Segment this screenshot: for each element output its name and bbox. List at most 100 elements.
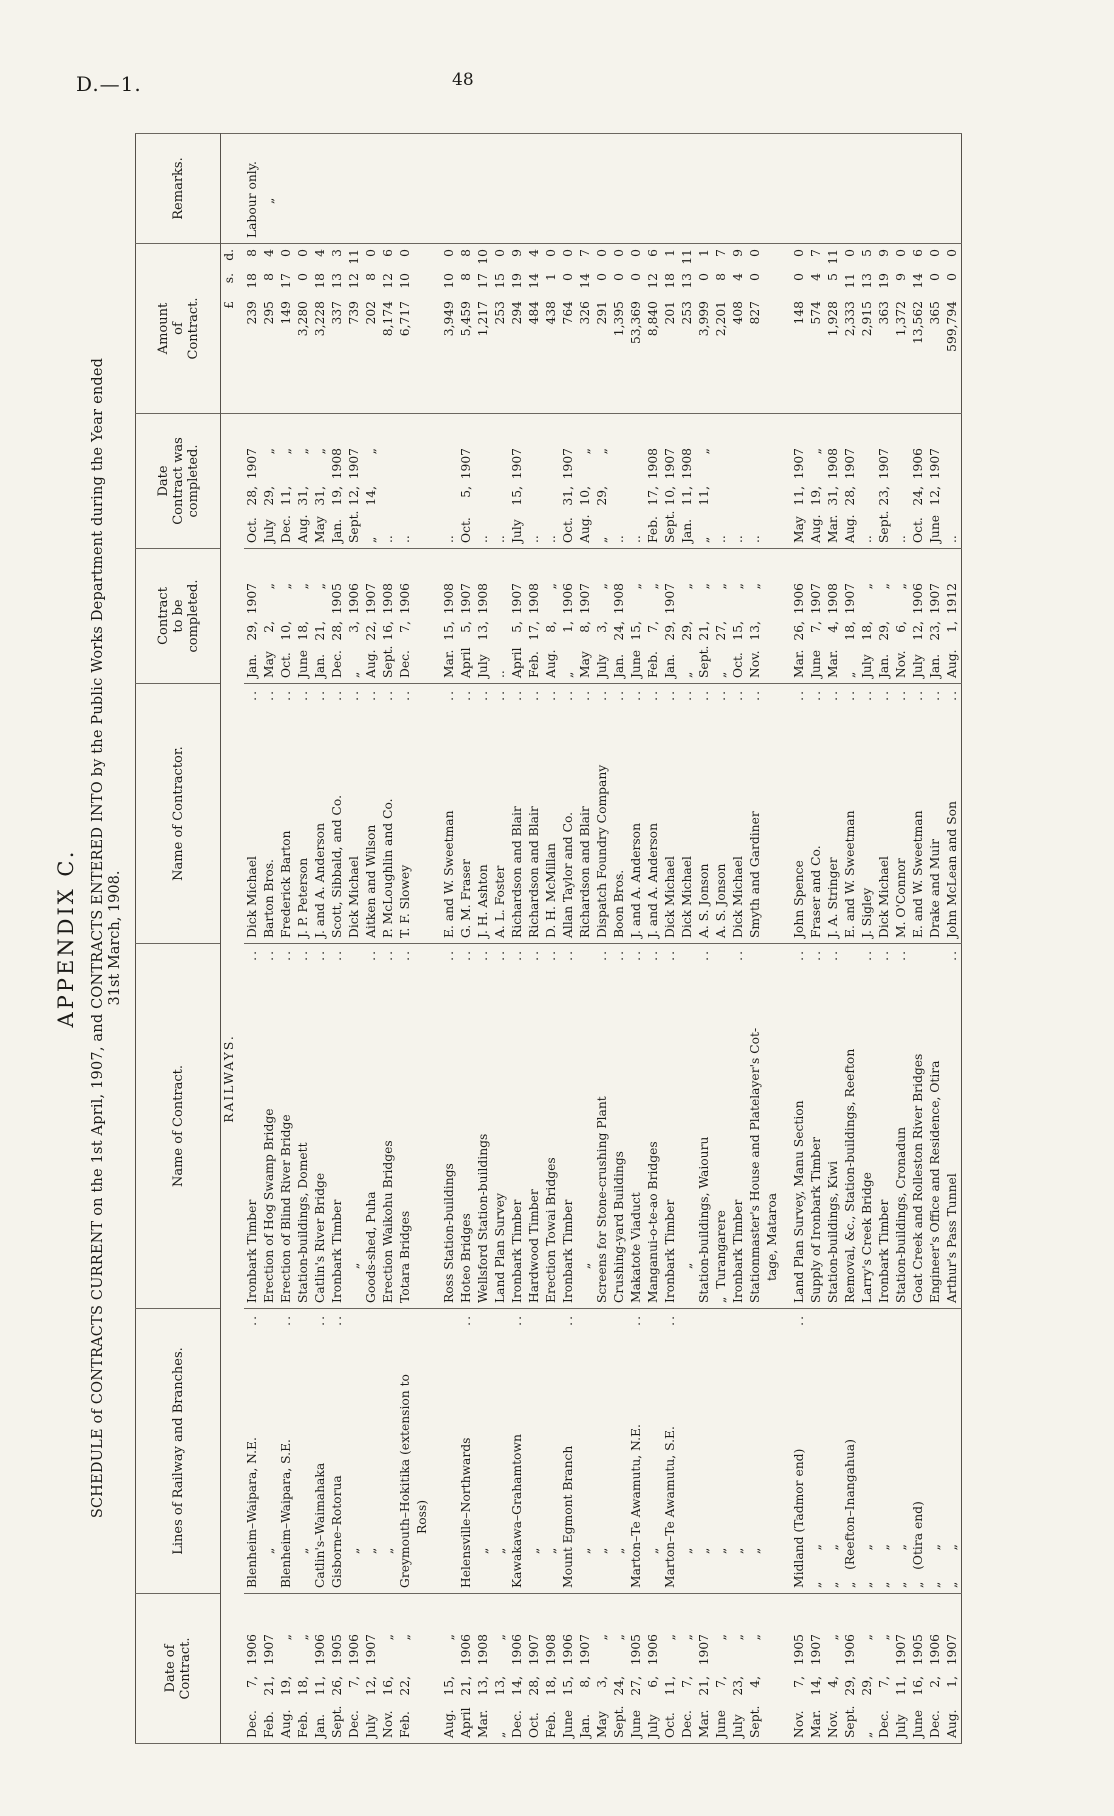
date-year: „ — [595, 583, 610, 590]
cell-text-line: „ — [645, 1314, 662, 1588]
date-day: 6, — [646, 1676, 661, 1688]
amount-pounds: 5,459 — [459, 301, 474, 337]
cell-text: A. S. Jonson — [714, 863, 729, 938]
amount-pounds: 1,395 — [612, 301, 627, 337]
cell-date-of-contract: Dec. 2, 1906 — [927, 1593, 945, 1744]
table-row: Nov.4,„ „ „ Station-buildings, Kiwi.. J. A.… — [825, 133, 843, 1744]
date-month: May — [262, 651, 276, 678]
date-month: Nov. — [792, 1710, 807, 1738]
date-day: 13, — [493, 1676, 508, 1696]
table-row: Jan.11,1906 Catlin's–Waimahaka.. Catlin's … — [312, 133, 329, 1744]
date-day: 6, — [894, 621, 909, 633]
dot-leader: .. — [493, 949, 508, 961]
cell-contractor-name: E. and W. Sweetman.. — [910, 683, 928, 944]
date-year: „ — [595, 448, 610, 455]
date-month: Oct. — [911, 517, 926, 543]
cell-remarks — [791, 133, 809, 244]
dot-leader: .. — [476, 949, 491, 961]
dot-leader: .. — [330, 689, 344, 701]
cell-text: Fraser and Co. — [809, 845, 824, 938]
remarks-text: „ — [262, 197, 276, 204]
date-year: 1907 — [792, 448, 807, 480]
date-month: Dec. — [279, 515, 293, 543]
amount-pounds: 8,174 — [381, 301, 395, 337]
cell-text-line: Ironbark Timber.. — [730, 949, 747, 1303]
cell-text: „ — [680, 1547, 695, 1554]
date-month: Mar. — [809, 1709, 824, 1738]
amount-shillings: 13 — [330, 273, 344, 289]
amount-pence: 3 — [330, 249, 344, 257]
cell-date-of-contract: Sept. 24, „ — [611, 1593, 629, 1744]
date-month: July — [262, 519, 276, 543]
date-year: „ — [296, 583, 310, 590]
dot-leader: .. — [663, 949, 678, 961]
cell-date-was-completed: .. — [441, 413, 459, 549]
cell-text: Marton–Te Awamutu, S.E. — [663, 1426, 678, 1588]
dot-leader: .. — [646, 949, 661, 961]
cell-text: J. Sigley — [860, 887, 875, 938]
table-row: Dec.14,1906 Kawakawa–Grahamtown.. Ironbark… — [509, 133, 527, 1744]
date-month: .. — [544, 535, 559, 543]
amount-shillings: 8 — [459, 273, 474, 281]
cell-text: J. P. Peterson — [296, 857, 310, 938]
cell-text: Screens for Stone-crushing Plant — [595, 1096, 610, 1303]
cell-amount: 484 14 4 — [526, 243, 544, 414]
amount-shillings: 15 — [493, 273, 508, 289]
cell-date-of-contract: June 7, „ — [713, 1593, 731, 1744]
amount-shillings: 19 — [510, 273, 525, 289]
cell-text: Erection of Blind River Bridge — [279, 1114, 293, 1303]
date-year: „ — [544, 583, 559, 590]
cell-date-was-completed: Jan. 11, 1908 — [679, 413, 697, 549]
cell-text-line: Station-buildings, Waiouru.. — [696, 949, 713, 1303]
cell-amount: 8,174 12 6 — [380, 243, 397, 414]
date-year: „ — [279, 448, 293, 455]
date-year: „ — [398, 1634, 412, 1641]
date-year: 1908 — [544, 1634, 559, 1666]
date-day: 18, — [544, 1676, 559, 1696]
cell-text-line: Ironbark Timber.. — [662, 949, 679, 1303]
date-year: „ — [680, 583, 695, 590]
empty-cell — [780, 243, 792, 414]
cell-contractor-name: Dick Michael.. — [662, 683, 680, 944]
cell-remarks — [893, 133, 911, 244]
cell-line-of-railway: „ — [380, 1308, 397, 1594]
cell-text: Blenheim–Waipara, N.E. — [245, 1437, 259, 1588]
cell-text-line: Removal, &c., Station-buildings, Reefton — [842, 949, 859, 1303]
cell-text-line: „ (Otira end) — [910, 1314, 927, 1588]
cell-text-line: G. M. Fraser.. — [458, 689, 475, 938]
dot-leader: .. — [595, 689, 610, 701]
dot-leader: .. — [748, 689, 763, 701]
dot-leader: .. — [561, 949, 576, 961]
date-year: „ — [262, 448, 276, 455]
date-year: „ — [697, 448, 712, 455]
date-month: „ — [860, 1731, 875, 1738]
date-day: 5, — [459, 621, 474, 633]
date-day: 13, — [476, 621, 491, 641]
cell-text-line: Ironbark Timber.. — [244, 949, 261, 1303]
cell-text: Arthur's Pass Tunnel — [945, 1173, 960, 1303]
cell-contractor-name: E. and W. Sweetman.. — [842, 683, 860, 944]
cell-text: „ — [612, 1547, 627, 1554]
amount-line: 3,949 10 0 — [441, 249, 458, 408]
cell-date-of-contract: Dec. 14, 1906 — [509, 1593, 527, 1744]
cell-text: Kawakawa–Grahamtown — [510, 1434, 525, 1588]
cell-contract-name: Land Plan Survey, Manu Section.. — [791, 943, 809, 1309]
cell-contract-name: Erection Waikohu Bridges.. — [380, 943, 397, 1309]
cell-date-of-contract: July 12, 1907 — [363, 1593, 380, 1744]
cell-contractor-name: J. and A. Anderson.. — [645, 683, 663, 944]
amount-shillings: 0 — [561, 273, 576, 281]
cell-text: D. H. McMillan — [544, 843, 559, 938]
cell-text-line: Station-buildings, Cronadun.. — [893, 949, 910, 1303]
cell-date-of-contract: July 6, 1906 — [645, 1593, 663, 1744]
cell-text: Totara Bridges — [398, 1210, 412, 1303]
date-year: „ — [748, 583, 763, 590]
cell-text: „ „ — [894, 1543, 909, 1588]
amount-pence: 6 — [646, 249, 661, 257]
cell-contractor-name: Dick Michael.. — [730, 683, 748, 944]
cell-amount: 363 19 9 — [876, 243, 894, 414]
date-day: 17, — [527, 621, 542, 641]
date-day: 12, — [928, 486, 943, 506]
cell-line-of-railway: „ — [475, 1308, 493, 1594]
cell-text-line: A. S. Jonson.. — [696, 689, 713, 938]
amount-shillings: 0 — [748, 273, 763, 281]
